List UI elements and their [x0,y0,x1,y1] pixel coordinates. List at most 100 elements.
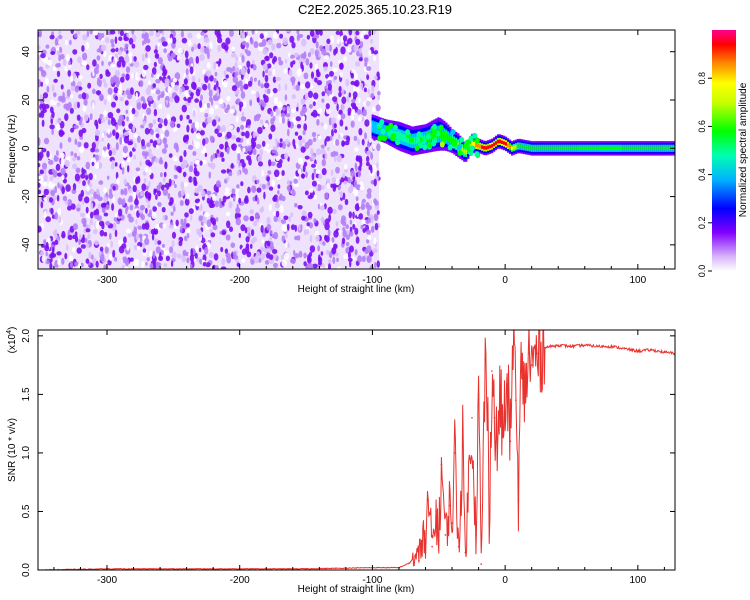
noise-speckle [287,179,290,186]
noise-speckle [360,32,363,39]
noise-speckle [148,181,151,188]
noise-speckle [72,183,77,191]
noise-speckle [82,234,85,241]
noise-speckle [215,188,219,193]
noise-speckle [90,202,94,210]
noise-speckle [129,151,133,158]
noise-speckle [236,203,239,212]
noise-speckle [342,88,345,97]
noise-speckle [157,57,163,65]
noise-speckle [70,151,74,156]
signal-cell [401,133,404,141]
noise-speckle [193,139,196,146]
noise-speckle [145,45,151,52]
noise-speckle [98,220,105,227]
noise-speckle [376,170,380,177]
signal-cell [497,139,500,144]
noise-speckle [145,159,151,166]
noise-speckle [351,115,355,120]
noise-speckle [88,183,93,188]
noise-speckle [326,38,331,45]
noise-speckle [94,162,100,169]
noise-speckle [186,124,190,133]
noise-speckle [199,160,203,166]
noise-speckle [81,92,87,100]
snr-point [522,393,525,396]
noise-speckle [121,73,126,78]
noise-speckle [46,150,50,158]
signal-blob [382,135,388,142]
noise-speckle [303,123,308,131]
noise-speckle [332,184,337,192]
noise-speckle [164,78,170,85]
signal-cell [375,125,378,131]
noise-speckle [319,205,325,211]
noise-speckle [363,57,369,63]
noise-speckle [175,219,179,227]
noise-speckle [354,249,358,256]
noise-speckle [263,146,268,151]
noise-speckle [342,173,346,179]
noise-speckle [265,143,270,148]
noise-speckle [81,45,85,52]
noise-speckle [223,70,227,77]
noise-speckle [74,138,78,145]
noise-speckle [267,39,273,46]
noise-speckle [105,71,111,77]
snr-point [610,345,613,348]
snr-point [496,452,499,454]
noise-speckle [243,83,249,90]
noise-speckle [366,66,372,71]
spectrogram-y-tick-label: 0 [21,145,32,151]
noise-speckle [341,96,347,104]
noise-speckle [150,229,155,235]
noise-speckle [235,81,241,87]
noise-speckle [150,88,156,94]
noise-speckle [172,37,177,44]
noise-speckle [128,123,134,130]
noise-speckle [56,150,59,157]
noise-speckle [195,56,199,64]
noise-speckle [317,47,321,52]
noise-speckle [67,199,73,207]
noise-speckle [141,260,145,268]
noise-speckle [240,91,246,99]
noise-speckle [274,108,280,117]
noise-speckle [58,129,64,138]
noise-speckle [331,117,336,124]
noise-speckle [167,86,172,94]
noise-speckle [327,263,332,269]
noise-speckle [246,139,250,144]
colorbar-tick-label: 0.8 [697,72,707,85]
noise-speckle [357,170,361,178]
noise-speckle [253,41,259,49]
noise-speckle [112,196,115,203]
signal-blob [457,150,463,156]
snr-point [525,376,528,378]
signal-cell [666,146,669,151]
noise-speckle [346,135,351,143]
noise-speckle [335,166,340,174]
noise-speckle [77,101,80,109]
signal-cell [461,146,464,153]
noise-speckle [311,180,317,187]
snr-point [448,504,451,507]
noise-speckle [123,91,126,98]
noise-speckle [45,44,50,49]
signal-blob [380,128,386,135]
noise-speckle [337,114,341,120]
snr-point [499,393,501,396]
noise-speckle [298,250,303,258]
noise-speckle [190,214,193,221]
noise-speckle [322,184,325,191]
noise-speckle [77,56,82,64]
noise-speckle [353,72,359,80]
snr-point [408,562,411,564]
noise-speckle [296,235,301,241]
noise-speckle [272,68,276,76]
noise-speckle [150,129,154,136]
noise-speckle [376,210,380,215]
noise-speckle [55,163,61,171]
noise-speckle [350,120,355,128]
snr-point [507,393,509,396]
